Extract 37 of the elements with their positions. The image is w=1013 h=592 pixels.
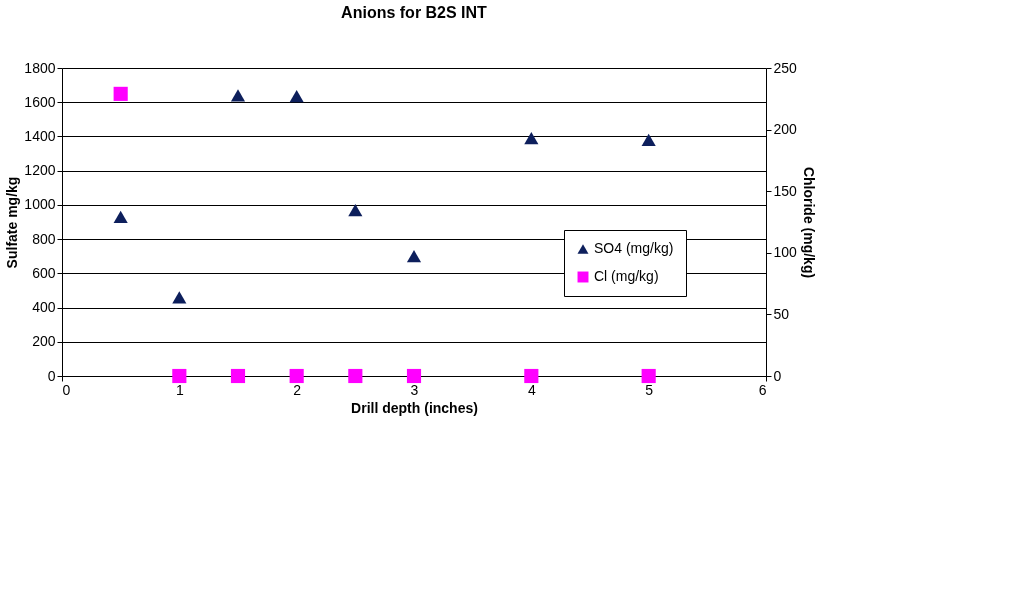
x-tick-label: 2	[293, 381, 302, 398]
chart-title: Anions for B2S INT	[341, 4, 488, 21]
x-axis-title: Drill depth (inches)	[351, 399, 478, 416]
y2-tick-label: 100	[773, 244, 798, 261]
y-tick-label: 1600	[24, 93, 56, 110]
x-tick-label: 1	[175, 381, 184, 398]
y-tick-label: 1200	[24, 162, 56, 179]
point	[230, 89, 246, 102]
legend-label: SO4 (mg/kg)	[594, 240, 674, 256]
point	[113, 210, 128, 223]
point	[524, 132, 539, 145]
y2-tick-label: 250	[773, 59, 798, 76]
point	[172, 291, 187, 304]
y2-tick-label: 0	[773, 367, 782, 384]
x-tick-label: 0	[62, 381, 71, 398]
y-tick-label: 800	[32, 230, 56, 247]
y-tick-label: 1400	[24, 127, 56, 144]
point	[641, 133, 656, 146]
point	[289, 90, 304, 103]
point	[348, 203, 363, 217]
y2-axis-title: Chloride (mg/kg)	[800, 166, 817, 279]
point	[406, 250, 422, 263]
y-axis-title: Sulfate mg/kg	[4, 176, 21, 269]
y-tick-label: 1800	[24, 59, 56, 76]
y-tick-label: 600	[32, 264, 56, 281]
y2-tick-label: 150	[773, 182, 798, 199]
legend-label: Cl (mg/kg)	[594, 268, 659, 284]
y2-tick-label: 200	[773, 121, 798, 138]
y-tick-label: 1000	[24, 196, 56, 213]
x-tick-label: 6	[758, 381, 767, 398]
y-tick-label: 200	[32, 333, 56, 350]
x-tick-label: 3	[410, 381, 419, 398]
x-tick-label: 4	[527, 381, 536, 398]
y-tick-label: 0	[47, 367, 56, 384]
x-tick-label: 5	[645, 381, 654, 398]
y2-tick-label: 50	[773, 305, 790, 322]
y-tick-label: 400	[32, 299, 56, 316]
